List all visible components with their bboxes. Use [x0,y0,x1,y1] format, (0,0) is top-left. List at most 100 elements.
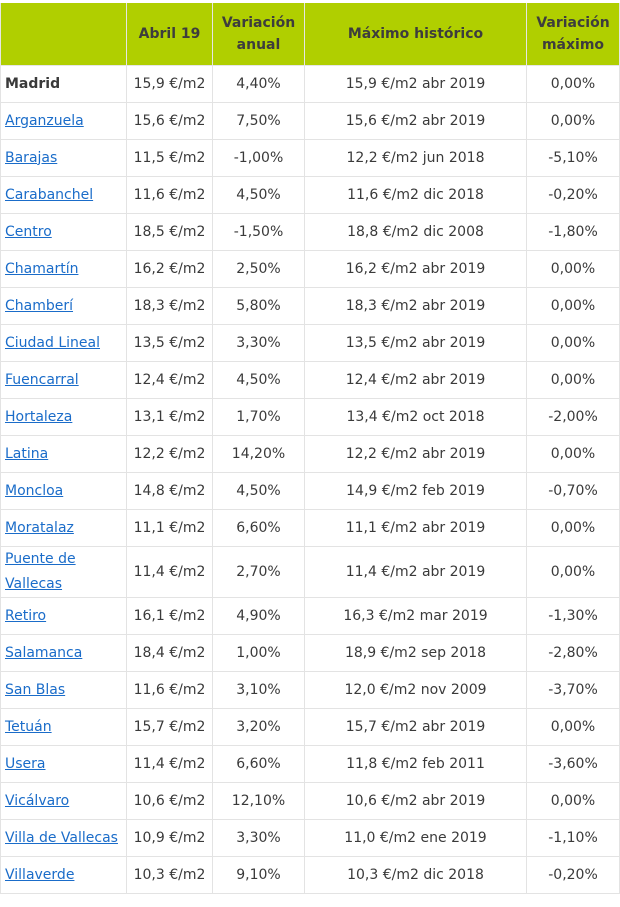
max-variation-cell: -1,10% [526,819,620,857]
district-cell: Puente de Vallecas [0,546,127,598]
historic-max-cell: 15,7 €/m2 abr 2019 [304,708,527,746]
annual-variation-cell: 3,10% [212,671,305,709]
district-cell: Retiro [0,597,127,635]
district-cell: Centro [0,213,127,251]
table-row: Barajas 11,5 €/m2 -1,00% 12,2 €/m2 jun 2018… [0,139,620,177]
district-link[interactable]: Tetuán [5,718,52,735]
district-link[interactable]: Vicálvaro [5,792,70,809]
annual-variation-cell: 3,30% [212,819,305,857]
historic-max-cell: 15,9 €/m2 abr 2019 [304,65,527,103]
district-link[interactable]: Chamartín [5,260,79,277]
max-variation-cell: -3,70% [526,671,620,709]
district-cell: Arganzuela [0,102,127,140]
max-variation-cell: 0,00% [526,708,620,746]
price-cell: 15,7 €/m2 [126,708,213,746]
price-cell: 11,4 €/m2 [126,546,213,598]
district-link[interactable]: Moncloa [5,482,64,499]
district-link[interactable]: Moratalaz [5,519,74,536]
table-row: Chamberí 18,3 €/m2 5,80% 18,3 €/m2 abr 2019… [0,287,620,325]
annual-variation-cell: 2,50% [212,250,305,288]
district-link[interactable]: San Blas [5,681,66,698]
district-link[interactable]: Puente de Vallecas [5,551,76,592]
max-variation-cell: 0,00% [526,509,620,547]
historic-max-cell: 11,0 €/m2 ene 2019 [304,819,527,857]
district-link[interactable]: Usera [5,755,46,772]
table-row: Retiro 16,1 €/m2 4,90% 16,3 €/m2 mar 2019 -1… [0,597,620,635]
district-cell: Latina [0,435,127,473]
district-link[interactable]: Villaverde [5,866,75,883]
district-cell: Villaverde [0,856,127,894]
table-row: Fuencarral 12,4 €/m2 4,50% 12,4 €/m2 abr 20… [0,361,620,399]
price-cell: 11,4 €/m2 [126,745,213,783]
district-link[interactable]: Carabanchel [5,186,94,203]
price-cell: 18,4 €/m2 [126,634,213,672]
historic-max-cell: 16,3 €/m2 mar 2019 [304,597,527,635]
price-cell: 12,2 €/m2 [126,435,213,473]
table-row: Moratalaz 11,1 €/m2 6,60% 11,1 €/m2 abr 201… [0,509,620,547]
district-link[interactable]: Hortaleza [5,408,73,425]
table-row: Madrid 15,9 €/m2 4,40% 15,9 €/m2 abr 2019 0,… [0,65,620,103]
table-row: Usera 11,4 €/m2 6,60% 11,8 €/m2 feb 2011 -3,… [0,745,620,783]
district-link[interactable]: Centro [5,223,52,240]
district-link[interactable]: Salamanca [5,644,83,661]
table-row: Puente de Vallecas 11,4 €/m2 2,70% 11,4 €/m… [0,546,620,598]
annual-variation-cell: -1,00% [212,139,305,177]
max-variation-cell: 0,00% [526,287,620,325]
historic-max-cell: 12,0 €/m2 nov 2009 [304,671,527,709]
max-variation-cell: 0,00% [526,361,620,399]
annual-variation-cell: 12,10% [212,782,305,820]
price-cell: 11,1 €/m2 [126,509,213,547]
max-variation-cell: 0,00% [526,324,620,362]
annual-variation-cell: 4,50% [212,361,305,399]
historic-max-cell: 10,6 €/m2 abr 2019 [304,782,527,820]
district-link[interactable]: Retiro [5,607,47,624]
district-cell: Moncloa [0,472,127,510]
historic-max-cell: 18,3 €/m2 abr 2019 [304,287,527,325]
historic-max-cell: 12,4 €/m2 abr 2019 [304,361,527,399]
price-cell: 15,6 €/m2 [126,102,213,140]
table-row: Salamanca 18,4 €/m2 1,00% 18,9 €/m2 sep 201… [0,634,620,672]
header-max-variation: Variación máximo [526,3,620,66]
district-link[interactable]: Arganzuela [5,112,84,129]
max-variation-cell: -0,20% [526,176,620,214]
price-cell: 18,3 €/m2 [126,287,213,325]
district-cell: Barajas [0,139,127,177]
district-link[interactable]: Ciudad Lineal [5,334,100,351]
district-cell: Chamberí [0,287,127,325]
district-link[interactable]: Barajas [5,149,58,166]
table-row: Vicálvaro 10,6 €/m2 12,10% 10,6 €/m2 abr 20… [0,782,620,820]
historic-max-cell: 12,2 €/m2 jun 2018 [304,139,527,177]
price-cell: 10,6 €/m2 [126,782,213,820]
price-cell: 15,9 €/m2 [126,65,213,103]
table-row: San Blas 11,6 €/m2 3,10% 12,0 €/m2 nov 2009… [0,671,620,709]
max-variation-cell: 0,00% [526,782,620,820]
table-row: Ciudad Lineal 13,5 €/m2 3,30% 13,5 €/m2 abr… [0,324,620,362]
district-link[interactable]: Villa de Vallecas [5,829,118,846]
table-row: Centro 18,5 €/m2 -1,50% 18,8 €/m2 dic 2008-… [0,213,620,251]
historic-max-cell: 18,8 €/m2 dic 2008 [304,213,527,251]
district-link[interactable]: Fuencarral [5,371,79,388]
annual-variation-cell: 6,60% [212,509,305,547]
historic-max-cell: 11,1 €/m2 abr 2019 [304,509,527,547]
max-variation-cell: -2,00% [526,398,620,436]
max-variation-cell: 0,00% [526,250,620,288]
district-cell: Tetuán [0,708,127,746]
max-variation-cell: -5,10% [526,139,620,177]
annual-variation-cell: 6,60% [212,745,305,783]
annual-variation-cell: 9,10% [212,856,305,894]
table-row: Villa de Vallecas 10,9 €/m2 3,30% 11,0 €/m2… [0,819,620,857]
annual-variation-cell: 1,70% [212,398,305,436]
price-cell: 16,1 €/m2 [126,597,213,635]
price-cell: 10,3 €/m2 [126,856,213,894]
district-link[interactable]: Latina [5,445,49,462]
district-link[interactable]: Chamberí [5,297,74,314]
max-variation-cell: 0,00% [526,65,620,103]
district-cell: Vicálvaro [0,782,127,820]
price-cell: 11,5 €/m2 [126,139,213,177]
max-variation-cell: -0,20% [526,856,620,894]
table-row: Moncloa 14,8 €/m2 4,50% 14,9 €/m2 feb 2019-… [0,472,620,510]
annual-variation-cell: 3,30% [212,324,305,362]
district-cell: Madrid [0,65,127,103]
historic-max-cell: 13,5 €/m2 abr 2019 [304,324,527,362]
historic-max-cell: 13,4 €/m2 oct 2018 [304,398,527,436]
